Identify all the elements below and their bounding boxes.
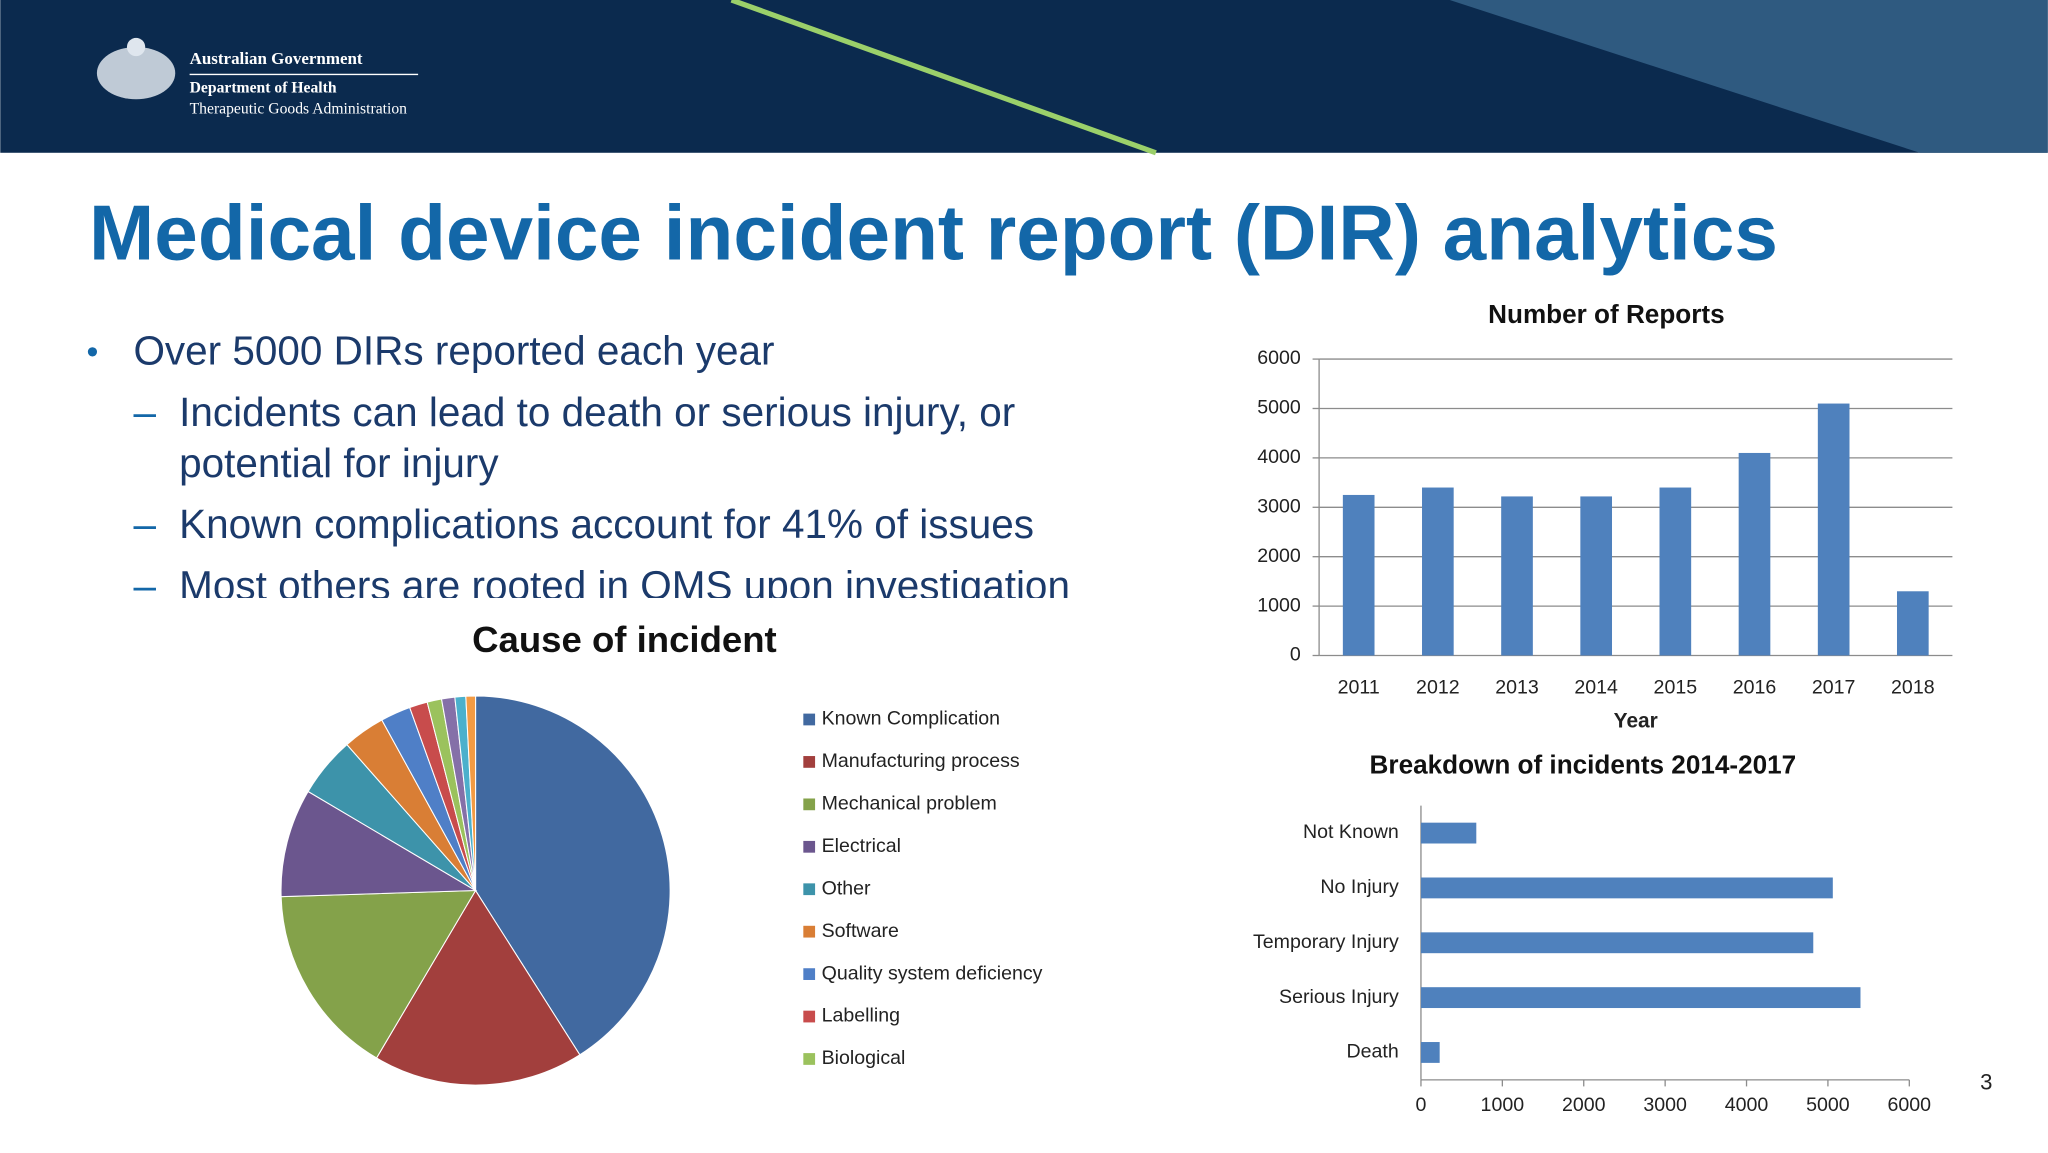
bar [1501,496,1533,656]
legend-swatch [803,1053,816,1065]
chart-title: Cause of incident [472,619,777,660]
bar [1342,494,1375,656]
sub-bullet: Known complications account for 41% of i… [179,501,1034,547]
legend-swatch [803,1010,816,1023]
y-tick-label: 2000 [1257,545,1301,567]
sub-bullet: Incidents can lead to death or serious i… [179,389,1015,435]
org-name: Australian Government [190,49,363,68]
header-stripe [730,0,1157,156]
dash: – [133,563,156,609]
agency: Therapeutic Goods Administration [190,100,408,117]
chart-title: Number of Reports [1488,299,1724,329]
legend-swatch [803,840,816,853]
x-axis-title: Year [1614,710,1658,733]
x-tick-label: 5000 [1806,1094,1850,1116]
bar [1817,403,1850,656]
y-tick-label: No Injury [1320,876,1399,898]
legend-label: Biological [822,1047,906,1069]
x-tick-label: 2012 [1416,676,1460,698]
x-tick-label: 2017 [1812,676,1856,698]
x-tick-label: 6000 [1888,1094,1932,1116]
x-tick-label: 2000 [1562,1094,1606,1116]
legend-swatch [803,756,816,768]
legend-swatch [803,925,816,938]
bullets: • Over 5000 DIRs reported each year – In… [86,328,1070,609]
department: Department of Health [190,79,337,96]
legend-label: Labelling [822,1005,900,1027]
legend-label: Other [822,877,871,899]
bar [1422,487,1454,656]
pie-slice [280,889,477,1059]
x-tick-label: 2018 [1891,676,1935,698]
x-tick-label: 2015 [1654,676,1698,698]
bar [1420,822,1477,844]
bar [1659,487,1692,656]
bar [1738,452,1771,656]
legend-swatch [803,798,816,811]
bar [1896,591,1929,656]
chart-title: Breakdown of incidents 2014-2017 [1370,749,1797,779]
bar [1420,1042,1440,1063]
legend-label: Mechanical problem [822,793,997,815]
y-tick-label: Temporary Injury [1253,931,1399,953]
y-tick-label: Death [1347,1041,1399,1063]
slide-title: Medical device incident report (DIR) ana… [89,189,1778,277]
legend-swatch [803,713,816,726]
y-tick-label: 3000 [1257,495,1301,517]
page-number: 3 [1980,1070,1992,1095]
y-tick-label: 5000 [1257,397,1301,419]
x-tick-label: 2013 [1495,676,1539,698]
pie-slice [375,889,581,1086]
sub-bullet: Most others are rooted in QMS upon inves… [179,563,1070,609]
legend-label: Known Complication [822,708,1000,730]
x-tick-label: 1000 [1481,1094,1525,1116]
bar [1420,877,1833,899]
x-tick-label: 2016 [1733,676,1777,698]
bullet: Over 5000 DIRs reported each year [133,328,774,374]
dash: – [133,501,156,547]
y-tick-label: 1000 [1257,594,1301,616]
y-tick-label: Not Known [1303,821,1399,843]
bar [1420,932,1814,954]
y-tick-label: 6000 [1257,347,1301,369]
pie-slice [465,695,477,891]
sub-bullet: potential for injury [179,440,499,486]
header-accent [1449,0,2048,153]
y-tick-label: Serious Injury [1279,986,1399,1008]
legend-label: Electrical [822,835,901,857]
pie-slice [475,695,671,1056]
bar [1580,496,1613,656]
legend-label: Quality system deficiency [822,962,1043,984]
x-tick-label: 2014 [1574,676,1618,698]
crest [96,37,176,100]
bar [1420,987,1861,1009]
legend-label: Software [822,920,899,942]
y-tick-label: 4000 [1257,446,1301,468]
legend-label: Manufacturing process [822,750,1020,772]
y-tick-label: 0 [1290,644,1301,666]
legend-swatch [803,883,816,896]
x-tick-label: 0 [1416,1094,1427,1116]
x-tick-label: 2011 [1338,676,1380,698]
x-tick-label: 4000 [1725,1094,1769,1116]
x-tick-label: 3000 [1643,1094,1687,1116]
dash: – [133,389,156,435]
pie-slice [280,790,478,898]
legend-swatch [803,968,816,980]
bullet-dot: • [86,333,98,371]
